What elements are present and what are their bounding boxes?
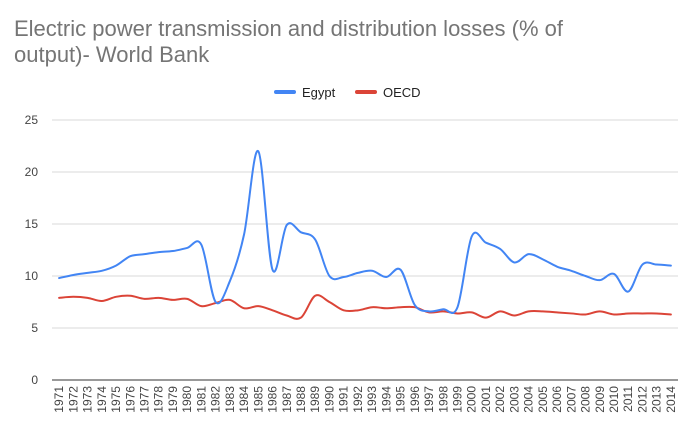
- y-tick-label: 20: [25, 165, 39, 179]
- y-tick-label: 5: [31, 321, 38, 335]
- x-tick-label: 1986: [266, 386, 280, 413]
- x-tick-label: 1976: [123, 386, 137, 413]
- x-tick-label: 1985: [251, 386, 265, 413]
- x-tick-label: 1973: [81, 386, 95, 413]
- x-tick-label: 2013: [650, 386, 664, 413]
- x-tick-label: 1974: [95, 386, 109, 413]
- x-tick-label: 1994: [379, 386, 393, 413]
- x-tick-label: 1972: [66, 386, 80, 413]
- x-tick-label: 2007: [564, 386, 578, 413]
- x-tick-label: 2006: [550, 386, 564, 413]
- x-tick-label: 1981: [194, 386, 208, 413]
- x-tick-label: 1971: [52, 386, 66, 413]
- x-tick-label: 1977: [137, 386, 151, 413]
- x-tick-label: 1999: [450, 386, 464, 413]
- x-tick-label: 2011: [621, 386, 635, 412]
- x-tick-label: 2001: [479, 386, 493, 413]
- series-line-egypt: [58, 150, 672, 314]
- x-tick-label: 2005: [536, 386, 550, 413]
- legend-label-oecd: OECD: [383, 85, 421, 100]
- x-tick-label: 1975: [109, 386, 123, 413]
- y-tick-label: 10: [25, 269, 39, 283]
- x-tick-label: 2002: [493, 386, 507, 413]
- legend-label-egypt: Egypt: [302, 85, 336, 100]
- series-line-oecd: [58, 294, 672, 320]
- x-tick-label: 1996: [408, 386, 422, 413]
- x-tick-label: 1995: [394, 386, 408, 413]
- chart-title-line-1: Electric power transmission and distribu…: [14, 16, 564, 41]
- x-tick-label: 1991: [337, 386, 351, 413]
- x-tick-label: 1989: [308, 386, 322, 413]
- x-tick-label: 1993: [365, 386, 379, 413]
- x-tick-label: 1978: [152, 386, 166, 413]
- y-tick-label: 15: [25, 217, 39, 231]
- x-tick-label: 2009: [593, 386, 607, 413]
- x-tick-label: 2000: [465, 386, 479, 413]
- chart-title-line-2: output)- World Bank: [14, 42, 210, 67]
- x-tick-label: 1983: [223, 386, 237, 413]
- x-tick-label: 1982: [209, 386, 223, 413]
- x-tick-label: 2003: [507, 386, 521, 413]
- x-tick-label: 1997: [422, 386, 436, 413]
- x-tick-label: 2014: [664, 386, 678, 413]
- x-tick-label: 1988: [294, 386, 308, 413]
- x-tick-label: 2004: [522, 386, 536, 413]
- x-tick-label: 1990: [322, 386, 336, 413]
- x-tick-label: 1987: [280, 386, 294, 413]
- y-tick-label: 25: [25, 113, 39, 127]
- x-tick-label: 1979: [166, 386, 180, 413]
- x-tick-label: 1992: [351, 386, 365, 413]
- x-tick-label: 2008: [579, 386, 593, 413]
- x-tick-label: 1998: [436, 386, 450, 413]
- x-tick-label: 1984: [237, 386, 251, 413]
- y-tick-label: 0: [31, 373, 38, 387]
- x-tick-label: 2010: [607, 386, 621, 413]
- x-tick-label: 2012: [635, 386, 649, 413]
- x-tick-label: 1980: [180, 386, 194, 413]
